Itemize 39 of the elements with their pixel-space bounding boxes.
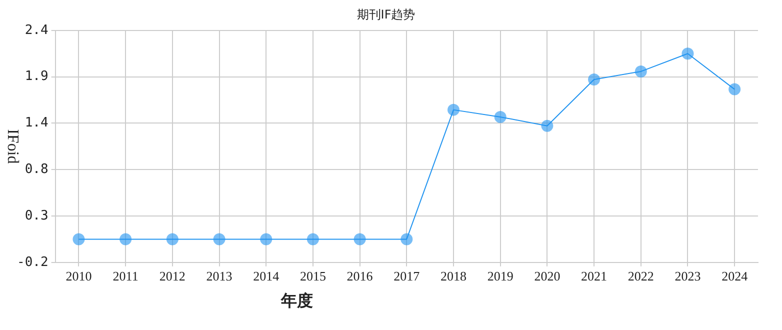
point [400,233,413,246]
x-tick-label: 2023 [674,268,701,284]
point [72,233,85,246]
point [166,233,178,246]
point [682,48,694,60]
x-tick-label: 2022 [628,268,654,284]
x-tick-label: 2020 [534,268,560,284]
x-tick-label: 2012 [159,268,186,284]
point [588,73,600,86]
y-tick-label: 1.4 [24,116,48,131]
point [634,65,647,78]
x-tick-label: 2014 [253,268,280,284]
y-tick-label: -0.2 [16,254,48,270]
point [120,233,132,246]
point [494,110,506,123]
x-axis-title: 年度 [280,291,313,310]
y-axis-title: IFoid [4,129,21,164]
point [213,233,226,246]
y-tick-label: 0.3 [24,208,48,224]
x-tick-label: 2017 [394,268,420,284]
point [260,233,272,246]
chart-title: 期刊IF趋势 [356,7,416,22]
x-tick-label: 2013 [206,268,232,284]
x-tick-label: 2015 [300,268,326,284]
x-tick-label: 2011 [112,268,138,284]
y-tick-label: 2.4 [24,22,48,38]
point [306,233,319,246]
x-tick-label: 2024 [722,268,748,284]
x-tick-label: 2019 [487,268,514,284]
x-tick-label: 2021 [581,268,608,284]
point [541,120,554,132]
point [728,83,741,96]
x-tick-label: 2010 [66,268,92,284]
point [448,104,460,116]
x-tick-label: 2016 [346,268,374,284]
y-tick-label: 0.8 [24,162,48,177]
x-tick-label: 2018 [440,268,466,284]
point [354,233,366,246]
y-tick-label: 1.9 [24,69,48,84]
